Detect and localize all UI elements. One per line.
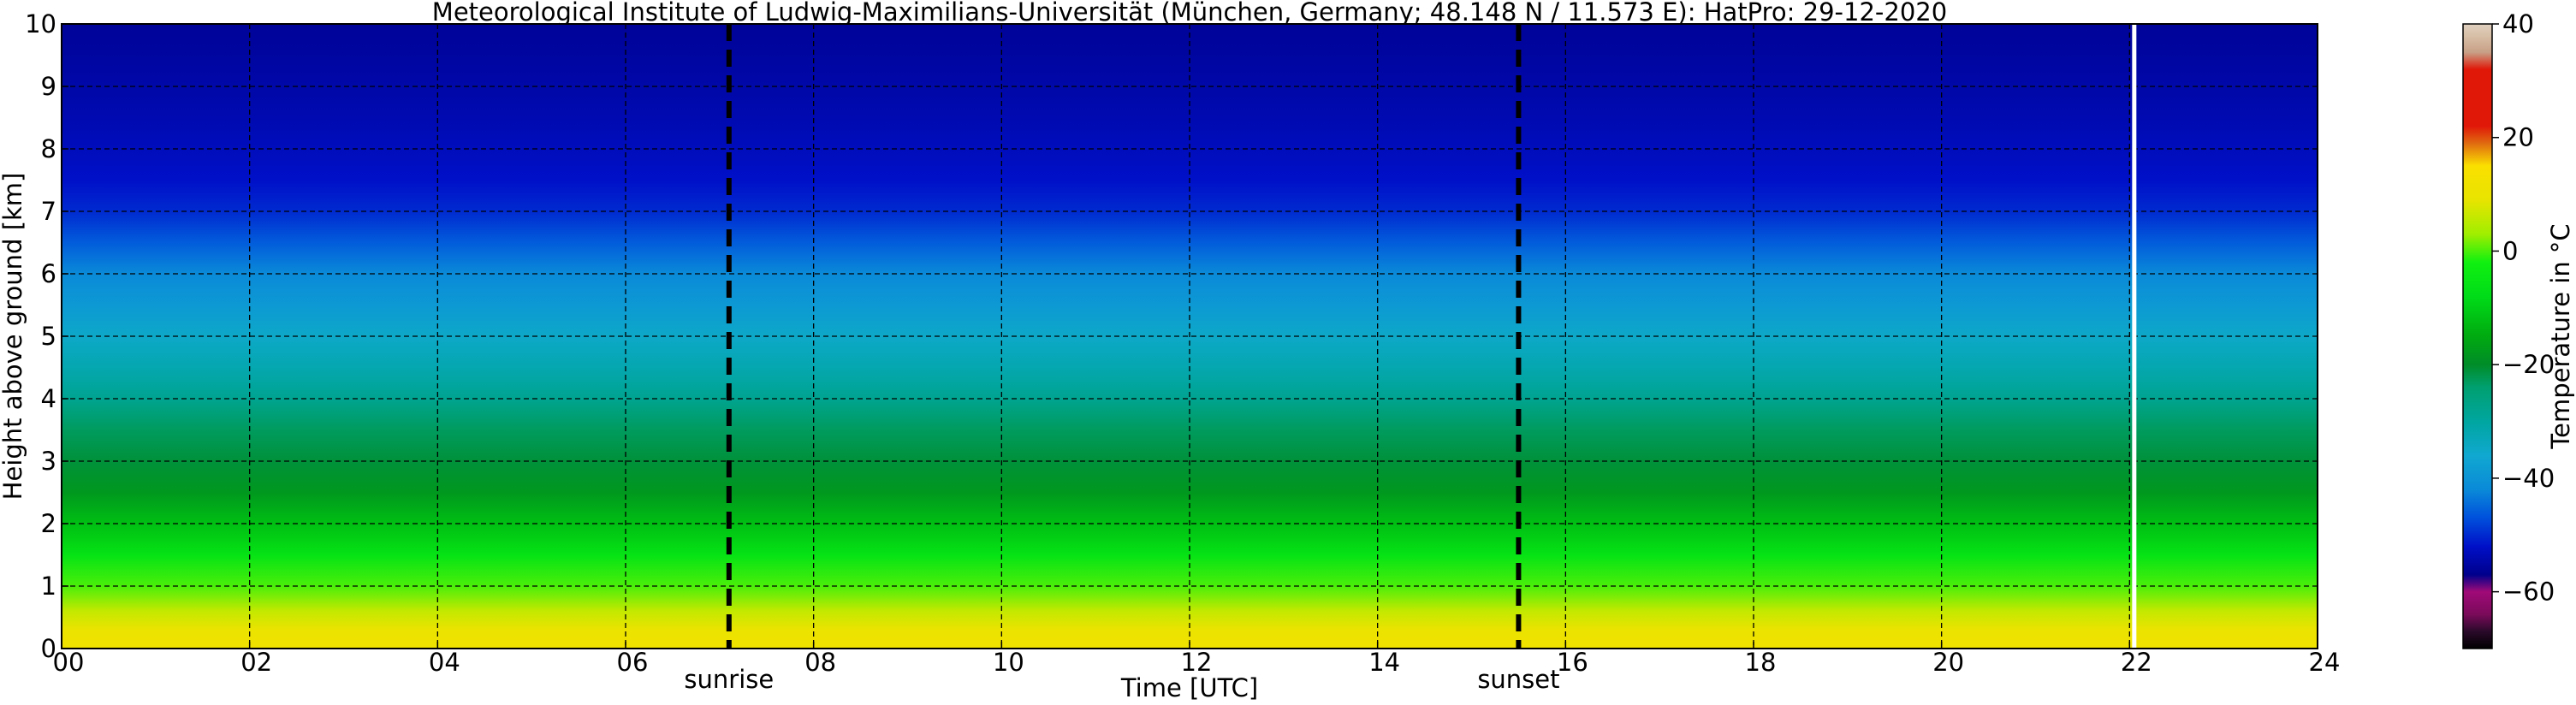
sunrise-label: sunrise (684, 665, 774, 694)
event-lines (726, 24, 1522, 649)
x-tick-label: 20 (1932, 648, 1964, 677)
colorbar-label: Temperature in °C (2546, 223, 2575, 449)
y-tick-label: 3 (41, 447, 56, 476)
data-gap-line (2132, 24, 2137, 649)
chart-title: Meteorological Institute of Ludwig-Maxim… (432, 0, 1947, 27)
colorbar-tick-label: 20 (2502, 123, 2534, 152)
y-tick-label: 9 (41, 72, 56, 101)
sunset-label: sunset (1477, 665, 1559, 694)
y-tick-label: 5 (41, 322, 56, 351)
colorbar-tick-label: 40 (2502, 9, 2534, 39)
x-axis-ticks: 00 02 04 06 08 10 12 14 16 18 20 22 24 (53, 642, 2341, 677)
x-tick-label: 10 (993, 648, 1024, 677)
y-tick-label: 0 (41, 634, 56, 663)
y-tick-label: 7 (41, 197, 56, 226)
y-axis-ticks: 0 1 2 3 4 5 6 7 8 9 10 (25, 9, 68, 663)
y-tick-label: 1 (41, 572, 56, 601)
colorbar-tick-label: −40 (2502, 464, 2555, 493)
x-tick-label: 04 (429, 648, 460, 677)
x-tick-label: 00 (53, 648, 85, 677)
x-tick-label: 14 (1368, 648, 1400, 677)
x-axis-label: Time [UTC] (1120, 673, 1258, 702)
event-labels: sunrise sunset (684, 665, 1559, 694)
colorbar-ticks: −60 −40 −20 0 20 40 (2492, 9, 2555, 607)
colorbar-tick-label: 0 (2502, 236, 2518, 265)
y-tick-label: 4 (41, 384, 56, 413)
x-tick-label: 08 (804, 648, 836, 677)
colorbar-tick-label: −20 (2502, 350, 2555, 379)
y-tick-label: 8 (41, 134, 56, 163)
y-tick-label: 6 (41, 259, 56, 288)
x-tick-label: 18 (1745, 648, 1777, 677)
y-tick-label: 10 (25, 9, 56, 39)
colorbar: −60 −40 −20 0 20 40 Temperature in °C (2462, 9, 2575, 649)
x-tick-label: 06 (617, 648, 649, 677)
y-tick-label: 2 (41, 509, 56, 538)
plot-area (61, 23, 2318, 649)
grid-lines (62, 24, 2318, 649)
colorbar-gradient (2462, 23, 2493, 649)
colorbar-tick-label: −60 (2502, 578, 2555, 607)
x-tick-label: 22 (2121, 648, 2152, 677)
x-tick-label: 12 (1181, 648, 1213, 677)
y-axis-label: Height above ground [km] (0, 173, 27, 501)
x-tick-label: 24 (2309, 648, 2341, 677)
x-tick-label: 16 (1557, 648, 1588, 677)
x-tick-label: 02 (240, 648, 272, 677)
